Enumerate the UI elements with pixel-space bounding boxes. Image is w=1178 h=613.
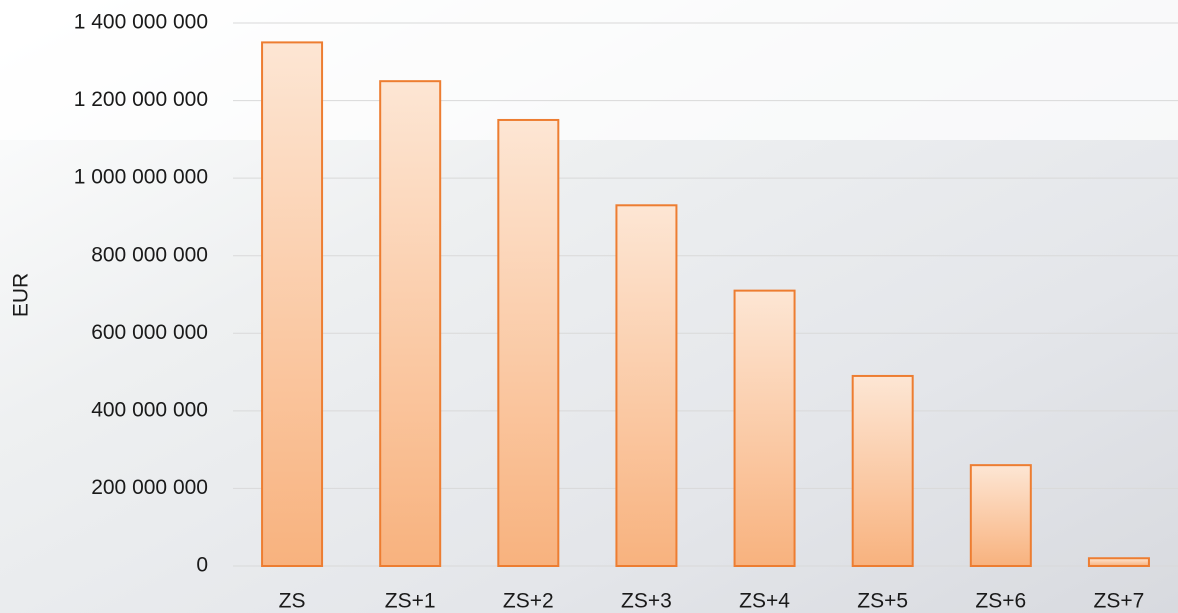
- y-tick-label: 0: [196, 554, 208, 577]
- x-tick-label: ZS+2: [503, 590, 554, 613]
- bar: [1089, 558, 1149, 566]
- bar: [853, 376, 913, 566]
- x-tick-label: ZS+7: [1094, 590, 1145, 613]
- y-tick-label: 1 000 000 000: [74, 166, 208, 189]
- y-tick-label: 800 000 000: [91, 243, 208, 266]
- x-tick-label: ZS+6: [975, 590, 1026, 613]
- bar: [616, 205, 676, 566]
- bar: [262, 42, 322, 566]
- y-tick-label: 1 200 000 000: [74, 88, 208, 111]
- x-tick-label: ZS+5: [857, 590, 908, 613]
- x-tick-label: ZS: [279, 590, 306, 613]
- bar: [971, 465, 1031, 566]
- y-tick-label: 1 400 000 000: [74, 11, 208, 34]
- chart: EUR 0 200 000 000 400 000 000 600 000 000 80…: [0, 0, 1178, 613]
- y-axis-label: EUR: [10, 273, 33, 317]
- y-tick-label: 400 000 000: [91, 398, 208, 421]
- x-tick-label: ZS+4: [739, 590, 790, 613]
- y-tick-label: 200 000 000: [91, 476, 208, 499]
- bar: [380, 81, 440, 566]
- bar: [735, 291, 795, 566]
- bar: [498, 120, 558, 566]
- x-tick-label: ZS+3: [621, 590, 672, 613]
- y-tick-label: 600 000 000: [91, 321, 208, 344]
- x-tick-label: ZS+1: [385, 590, 436, 613]
